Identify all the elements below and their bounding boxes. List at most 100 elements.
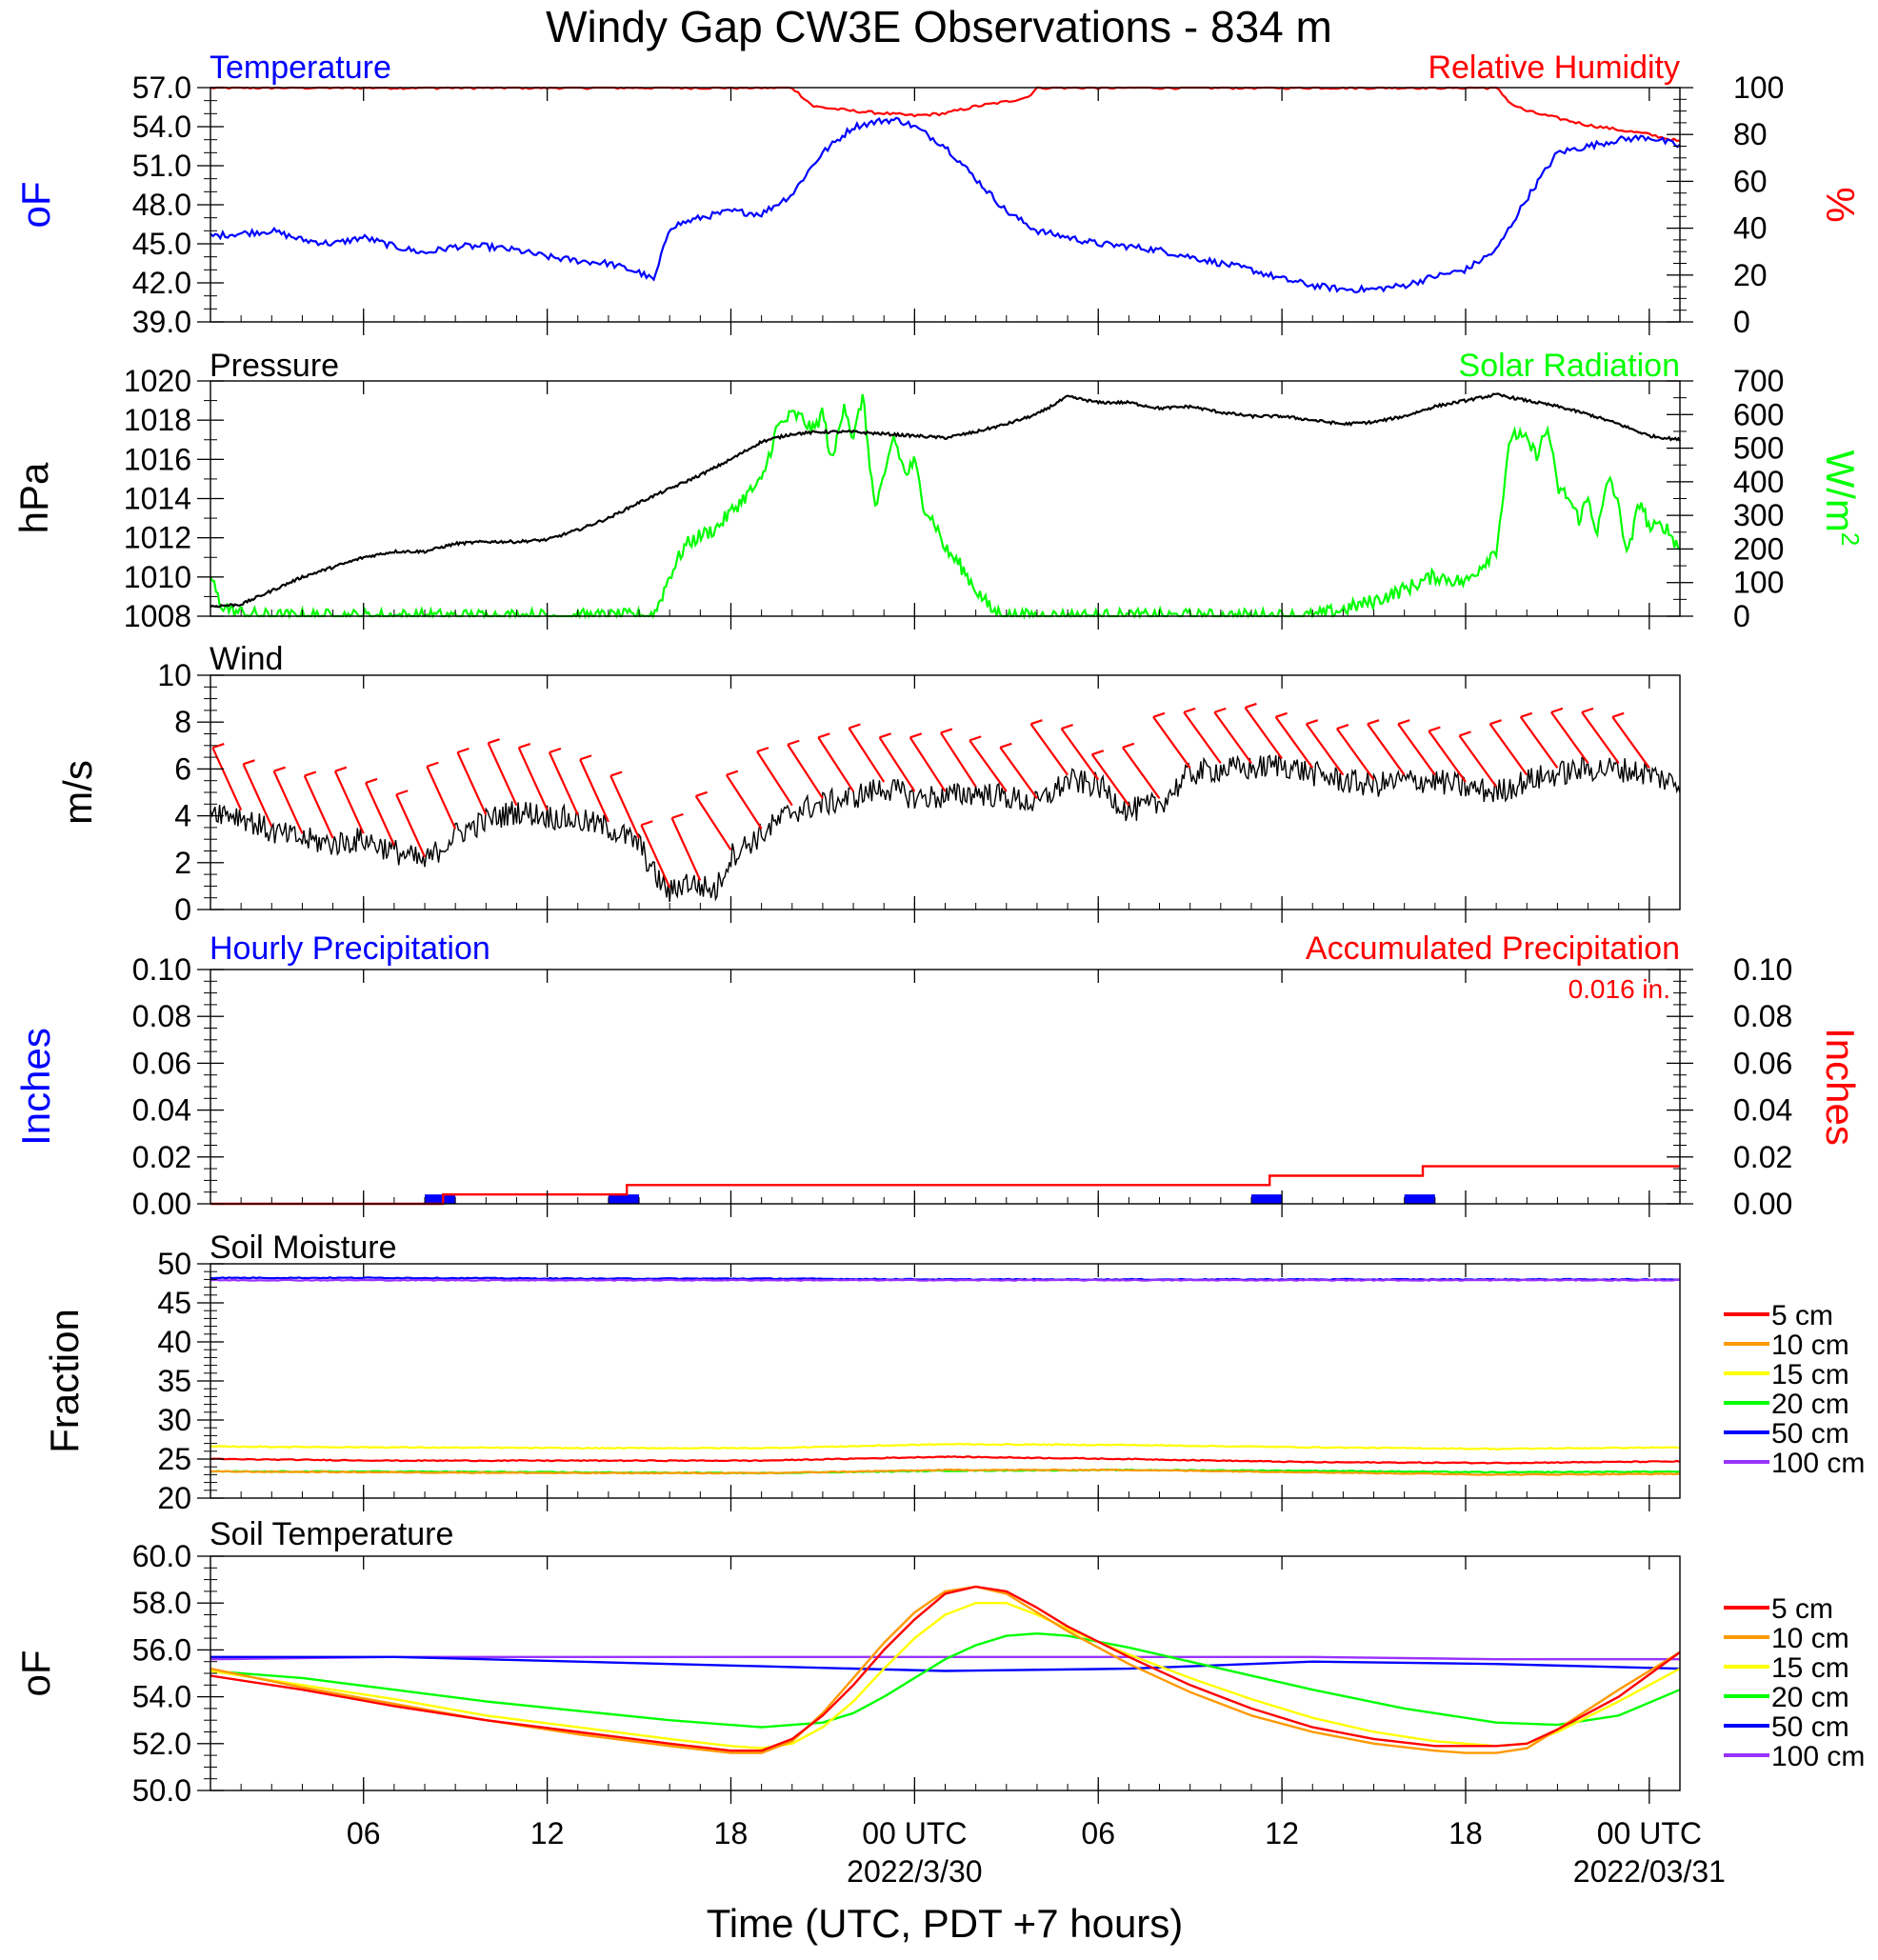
pres-ytick-label: 1012	[124, 521, 191, 555]
wind-barb-staff	[548, 751, 579, 815]
wind-barb-flag	[243, 759, 255, 766]
wind-barb-flag	[457, 747, 470, 754]
soilt-ytick-label: 54.0	[132, 1680, 191, 1714]
wind-barb-flag	[726, 770, 739, 776]
soil-moisture-line	[210, 1278, 1681, 1282]
solar-radiation-line	[209, 393, 1681, 621]
wind-barb-flag	[1336, 724, 1349, 730]
wind-barb-staff	[303, 775, 334, 839]
wind-barb-staff	[878, 736, 916, 792]
legend-label: 10 cm	[1771, 1623, 1849, 1654]
wind-ytick-label: 8	[174, 705, 191, 739]
wind-barb-flag	[1245, 702, 1257, 709]
soilt-left-title: Soil Temperature	[210, 1516, 453, 1552]
wind-barb-flag	[1122, 742, 1135, 749]
wind-barb-flag	[879, 732, 891, 739]
x-tick-label: 06	[1081, 1816, 1115, 1850]
x-tick-label: 12	[530, 1816, 565, 1850]
wind-barb-flag	[1152, 711, 1166, 718]
x-axis-label: Time (UTC, PDT +7 hours)	[707, 1901, 1184, 1946]
wind-barb-flag	[695, 790, 709, 797]
precip-hourly-ytick-label: 0.10	[132, 952, 191, 987]
soil-temperature-line	[210, 1655, 1681, 1672]
wind-barb-staff	[756, 750, 793, 807]
temp-ytick-label: 42.0	[132, 266, 191, 300]
panel-precipitation: Hourly Precipitation Accumulated Precipi…	[13, 930, 1863, 1221]
legend-label: 10 cm	[1771, 1330, 1849, 1361]
soilm-ytick-label: 45	[157, 1286, 191, 1320]
wind-barb-staff	[848, 727, 886, 783]
soil-temperature-line	[210, 1585, 1681, 1754]
wind-barb-flag	[1550, 707, 1564, 713]
hourly-precip-bar	[1404, 1194, 1435, 1204]
wind-barb-flag	[1520, 711, 1533, 718]
wind-barb-flag	[395, 790, 409, 796]
precip-right-title: Accumulated Precipitation	[1306, 930, 1680, 967]
wind-speed-line	[210, 754, 1681, 903]
wind-barb-flag	[909, 732, 923, 739]
legend-label: 100 cm	[1771, 1448, 1865, 1479]
humidity-line	[210, 86, 1681, 142]
x-tick-label: 18	[714, 1816, 749, 1850]
temp-ytick-label: 39.0	[132, 305, 191, 339]
wind-barb-staff	[725, 774, 763, 830]
wind-barb-flag	[1183, 707, 1196, 713]
pres-right-unit: W/m2	[1818, 450, 1865, 547]
wind-barb-flag	[1397, 719, 1410, 726]
wind-barb-staff	[1029, 723, 1069, 776]
temp-right-title: Relative Humidity	[1428, 50, 1680, 86]
wind-barb-staff	[1090, 753, 1130, 807]
precip-frame	[210, 969, 1681, 1205]
wind-barb-staff	[211, 747, 243, 811]
panel-temperature: Temperature Relative Humidity 57.0 54.0 51…	[13, 50, 1863, 339]
pressure-line	[210, 392, 1681, 609]
wind-barb-staff	[1213, 711, 1252, 765]
hourly-precip-bar	[425, 1194, 456, 1204]
legend-label: 15 cm	[1771, 1359, 1849, 1390]
wind-barb-staff	[1611, 716, 1650, 769]
legend-label: 50 cm	[1771, 1418, 1849, 1450]
wind-barb-flag	[334, 766, 348, 772]
wind-barb-staff	[1336, 728, 1375, 781]
wind-barb-staff	[939, 731, 977, 788]
rh-ytick-label: 100	[1733, 70, 1784, 105]
wind-barb-flag	[641, 820, 653, 827]
wind-barb-flag	[426, 761, 439, 768]
temperature-line	[210, 116, 1681, 294]
wind-barb-staff	[1305, 723, 1345, 776]
pres-ytick-label: 1014	[124, 482, 191, 516]
wind-barb-staff	[333, 770, 365, 834]
wind-barb-staff	[1367, 723, 1406, 776]
wind-barb-flag	[1581, 707, 1594, 713]
soilt-ytick-label: 58.0	[132, 1586, 191, 1620]
wind-barb-flag	[549, 747, 562, 754]
wind-barb-flag	[1459, 730, 1471, 737]
pres-frame	[210, 380, 1681, 617]
wind-barb-flag	[1489, 719, 1502, 726]
wind-barb-flag	[756, 747, 769, 753]
wind-ytick-label: 6	[174, 751, 191, 786]
wind-barb-staff	[1183, 711, 1222, 765]
soil-moisture-line	[210, 1442, 1681, 1450]
wind-ytick-label: 2	[174, 846, 191, 880]
soil-temperature-line	[210, 1632, 1681, 1729]
precip-right-unit: Inches	[1818, 1028, 1863, 1146]
soil-temperature-line	[210, 1655, 1680, 1661]
soilt-left-unit: oF	[13, 1650, 58, 1696]
wind-barb-staff	[640, 824, 671, 889]
solar-ytick-label: 300	[1733, 498, 1784, 532]
temp-left-unit: oF	[13, 181, 58, 228]
panel-soil-temperature: Soil Temperature 60.0 58.0 56.0 54.0 52.0 50.…	[13, 1516, 1681, 1808]
wind-barb-staff	[1060, 728, 1100, 781]
soilm-ytick-label: 35	[157, 1364, 191, 1398]
wind-barb-flag	[1213, 707, 1227, 713]
wind-barb-staff	[1550, 711, 1589, 765]
wind-barb-flag	[1061, 724, 1073, 730]
temp-ytick-label: 57.0	[132, 70, 191, 105]
wind-barb-flag	[609, 770, 623, 777]
wind-barb-flag	[849, 723, 861, 730]
rh-ytick-label: 80	[1733, 117, 1768, 151]
temp-ytick-label: 54.0	[132, 110, 191, 144]
